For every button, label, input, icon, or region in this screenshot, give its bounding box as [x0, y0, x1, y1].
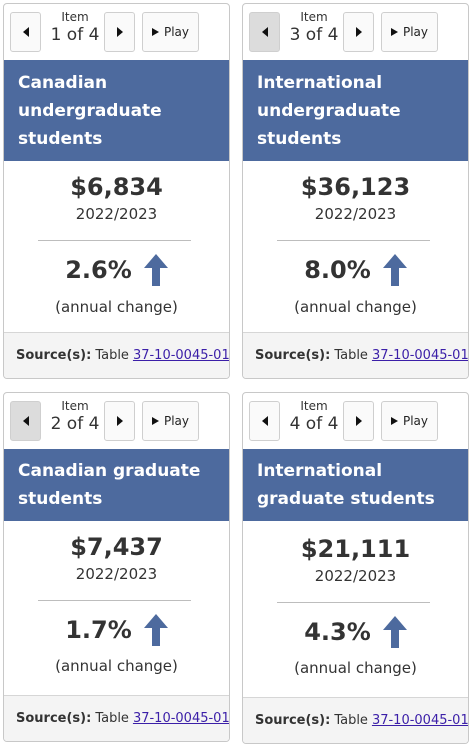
carousel-controls: Item 1 of 4 Play [4, 4, 229, 60]
annual-change-value: 1.7% [65, 616, 132, 644]
divider [277, 602, 430, 603]
tuition-amount: $21,111 [300, 535, 411, 563]
next-button[interactable] [343, 12, 374, 52]
source-footer: Source(s): Table 37-10-0045-01. [243, 697, 468, 743]
item-position: 1 of 4 [50, 25, 100, 45]
up-arrow-icon [382, 616, 407, 648]
chevron-right-icon [355, 416, 362, 426]
annual-change-row: 1.7% [4, 612, 229, 648]
next-button[interactable] [104, 12, 135, 52]
source-prefix: Table [334, 713, 368, 728]
chevron-left-icon [22, 416, 29, 426]
play-icon [390, 417, 398, 425]
annual-change-caption: (annual change) [294, 659, 417, 677]
item-counter: Item 3 of 4 [283, 10, 345, 46]
up-arrow-icon [382, 254, 407, 286]
item-label: Item [61, 10, 89, 24]
item-label: Item [300, 399, 328, 413]
chevron-left-icon [22, 27, 29, 37]
up-arrow-icon [143, 254, 168, 286]
tuition-amount: $7,437 [70, 533, 163, 561]
previous-button[interactable] [10, 401, 41, 441]
academic-year: 2022/2023 [75, 205, 158, 223]
play-icon [390, 28, 398, 36]
play-icon [151, 28, 159, 36]
source-table-link[interactable]: 37-10-0045-01 [371, 713, 469, 728]
infographic-card: Item 2 of 4 Play Canadian graduate stude… [3, 392, 230, 742]
item-counter: Item 4 of 4 [283, 399, 345, 435]
card-title: Canadian undergraduate students [4, 60, 229, 161]
source-table-link[interactable]: 37-10-0045-01 [132, 711, 230, 726]
source-label: Source(s): [255, 348, 331, 363]
play-label: Play [163, 25, 190, 39]
infographic-card: Item 1 of 4 Play Canadian undergraduate … [3, 3, 230, 379]
play-icon [151, 417, 159, 425]
source-label: Source(s): [255, 713, 331, 728]
up-arrow-icon [143, 614, 168, 646]
source-label: Source(s): [16, 348, 92, 363]
source-prefix: Table [95, 348, 129, 363]
academic-year: 2022/2023 [314, 567, 397, 585]
source-footer: Source(s): Table 37-10-0045-01. [4, 695, 229, 741]
next-button[interactable] [104, 401, 135, 441]
source-prefix: Table [95, 711, 129, 726]
play-label: Play [402, 25, 429, 39]
play-button[interactable]: Play [142, 12, 199, 52]
annual-change-value: 8.0% [304, 256, 371, 284]
card-title: International graduate students [243, 449, 468, 521]
previous-button[interactable] [249, 401, 280, 441]
play-button[interactable]: Play [381, 12, 438, 52]
annual-change-caption: (annual change) [55, 298, 178, 316]
source-footer: Source(s): Table 37-10-0045-01. [243, 332, 468, 378]
source-table-link[interactable]: 37-10-0045-01 [371, 348, 469, 363]
previous-button[interactable] [249, 12, 280, 52]
infographic-card: Item 3 of 4 Play International undergrad… [242, 3, 469, 379]
chevron-right-icon [116, 416, 123, 426]
source-table-link[interactable]: 37-10-0045-01 [132, 348, 230, 363]
item-position: 4 of 4 [289, 414, 339, 434]
divider [38, 240, 191, 241]
annual-change-row: 8.0% [243, 252, 468, 288]
annual-change-value: 2.6% [65, 256, 132, 284]
source-footer: Source(s): Table 37-10-0045-01. [4, 332, 229, 378]
divider [38, 600, 191, 601]
carousel-controls: Item 2 of 4 Play [4, 393, 229, 449]
annual-change-caption: (annual change) [294, 298, 417, 316]
previous-button[interactable] [10, 12, 41, 52]
annual-change-row: 2.6% [4, 252, 229, 288]
play-label: Play [402, 414, 429, 428]
play-button[interactable]: Play [381, 401, 438, 441]
chevron-right-icon [116, 27, 123, 37]
source-label: Source(s): [16, 711, 92, 726]
item-counter: Item 1 of 4 [44, 10, 106, 46]
chevron-left-icon [261, 416, 268, 426]
carousel-controls: Item 3 of 4 Play [243, 4, 468, 60]
divider [277, 240, 430, 241]
tuition-amount: $36,123 [300, 173, 411, 201]
tuition-amount: $6,834 [70, 173, 163, 201]
carousel-controls: Item 4 of 4 Play [243, 393, 468, 449]
source-prefix: Table [334, 348, 368, 363]
chevron-right-icon [355, 27, 362, 37]
next-button[interactable] [343, 401, 374, 441]
annual-change-value: 4.3% [304, 618, 371, 646]
play-label: Play [163, 414, 190, 428]
card-title: Canadian graduate students [4, 449, 229, 521]
infographic-card: Item 4 of 4 Play International graduate … [242, 392, 469, 744]
annual-change-caption: (annual change) [55, 657, 178, 675]
item-position: 3 of 4 [289, 25, 339, 45]
play-button[interactable]: Play [142, 401, 199, 441]
annual-change-row: 4.3% [243, 614, 468, 650]
item-position: 2 of 4 [50, 414, 100, 434]
item-counter: Item 2 of 4 [44, 399, 106, 435]
chevron-left-icon [261, 27, 268, 37]
card-title: International undergraduate students [243, 60, 468, 161]
item-label: Item [300, 10, 328, 24]
academic-year: 2022/2023 [75, 565, 158, 583]
academic-year: 2022/2023 [314, 205, 397, 223]
item-label: Item [61, 399, 89, 413]
